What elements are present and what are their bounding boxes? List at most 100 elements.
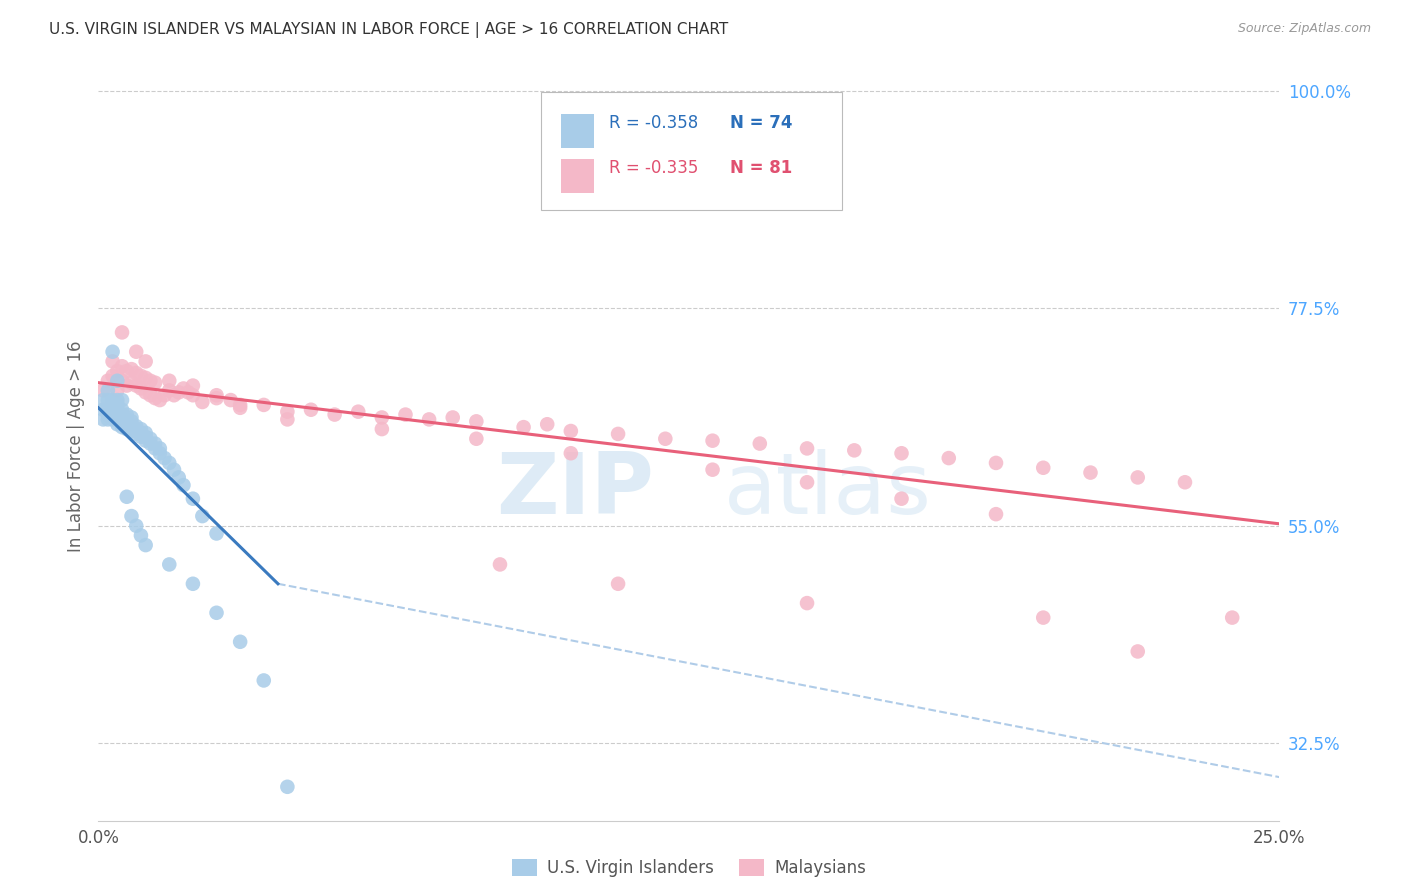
Point [125, 378, 148, 392]
Point [1080, 466, 1102, 480]
Point [181, 491, 204, 506]
Point [111, 420, 134, 434]
Point [465, 414, 488, 428]
Point [796, 596, 818, 610]
Point [172, 478, 194, 492]
Point [157, 374, 180, 388]
Point [101, 368, 124, 383]
Point [205, 391, 228, 405]
Point [229, 398, 252, 412]
Point [796, 442, 818, 456]
Point [111, 359, 134, 374]
Point [97, 408, 120, 422]
Point [253, 673, 276, 688]
Point [465, 432, 488, 446]
Point [97, 393, 120, 408]
Point [371, 410, 394, 425]
Point [101, 354, 124, 368]
Point [101, 401, 124, 415]
Point [97, 402, 120, 417]
Point [111, 402, 134, 417]
Point [115, 490, 138, 504]
Point [139, 432, 162, 446]
Point [149, 393, 172, 408]
Point [129, 422, 152, 436]
Point [135, 385, 157, 400]
Point [796, 475, 818, 490]
Point [654, 432, 676, 446]
Point [143, 376, 166, 390]
Point [702, 463, 724, 477]
FancyBboxPatch shape [561, 159, 595, 193]
Point [111, 408, 134, 422]
Point [938, 451, 960, 466]
Point [101, 405, 124, 419]
Text: R = -0.358: R = -0.358 [609, 114, 697, 132]
Point [607, 576, 630, 591]
Point [1126, 470, 1149, 484]
Point [139, 436, 162, 450]
Point [105, 409, 128, 424]
Point [229, 401, 252, 415]
Point [115, 378, 138, 392]
Text: N = 74: N = 74 [730, 114, 793, 132]
Point [984, 456, 1007, 470]
Point [536, 417, 558, 432]
Text: atlas: atlas [724, 450, 932, 533]
Point [121, 414, 143, 428]
Point [121, 362, 143, 376]
Point [101, 408, 124, 422]
Point [129, 528, 152, 542]
Point [121, 421, 143, 435]
Point [157, 384, 180, 398]
Point [167, 470, 190, 484]
Text: Source: ZipAtlas.com: Source: ZipAtlas.com [1237, 22, 1371, 36]
Point [111, 411, 134, 425]
Point [121, 509, 143, 524]
Text: ZIP: ZIP [496, 450, 654, 533]
Point [129, 430, 152, 444]
Point [91, 402, 114, 417]
Point [276, 412, 298, 426]
Point [253, 398, 276, 412]
Point [229, 634, 252, 648]
Point [97, 374, 120, 388]
Point [143, 442, 166, 456]
Point [323, 408, 346, 422]
Point [560, 424, 582, 438]
Point [135, 434, 157, 448]
Point [153, 388, 176, 402]
Point [1174, 475, 1197, 490]
Point [702, 434, 724, 448]
Point [418, 412, 440, 426]
Point [97, 384, 120, 398]
Point [191, 395, 214, 409]
Y-axis label: In Labor Force | Age > 16: In Labor Force | Age > 16 [66, 340, 84, 552]
Point [129, 382, 152, 396]
Point [135, 430, 157, 444]
Point [844, 443, 866, 458]
Point [167, 385, 190, 400]
Point [91, 384, 114, 398]
Point [121, 418, 143, 433]
Point [121, 410, 143, 425]
Point [560, 446, 582, 460]
Point [135, 425, 157, 440]
Point [163, 388, 186, 402]
Point [101, 398, 124, 412]
Point [135, 538, 157, 552]
Point [205, 606, 228, 620]
Point [111, 326, 134, 340]
Point [181, 576, 204, 591]
Point [101, 344, 124, 359]
Point [111, 374, 134, 388]
Point [1220, 610, 1243, 624]
Point [105, 417, 128, 432]
Point [181, 388, 204, 402]
Point [139, 374, 162, 388]
Point [121, 376, 143, 390]
Text: U.S. VIRGIN ISLANDER VS MALAYSIAN IN LABOR FORCE | AGE > 16 CORRELATION CHART: U.S. VIRGIN ISLANDER VS MALAYSIAN IN LAB… [49, 22, 728, 38]
Point [489, 558, 512, 572]
Point [172, 382, 194, 396]
Point [115, 417, 138, 431]
